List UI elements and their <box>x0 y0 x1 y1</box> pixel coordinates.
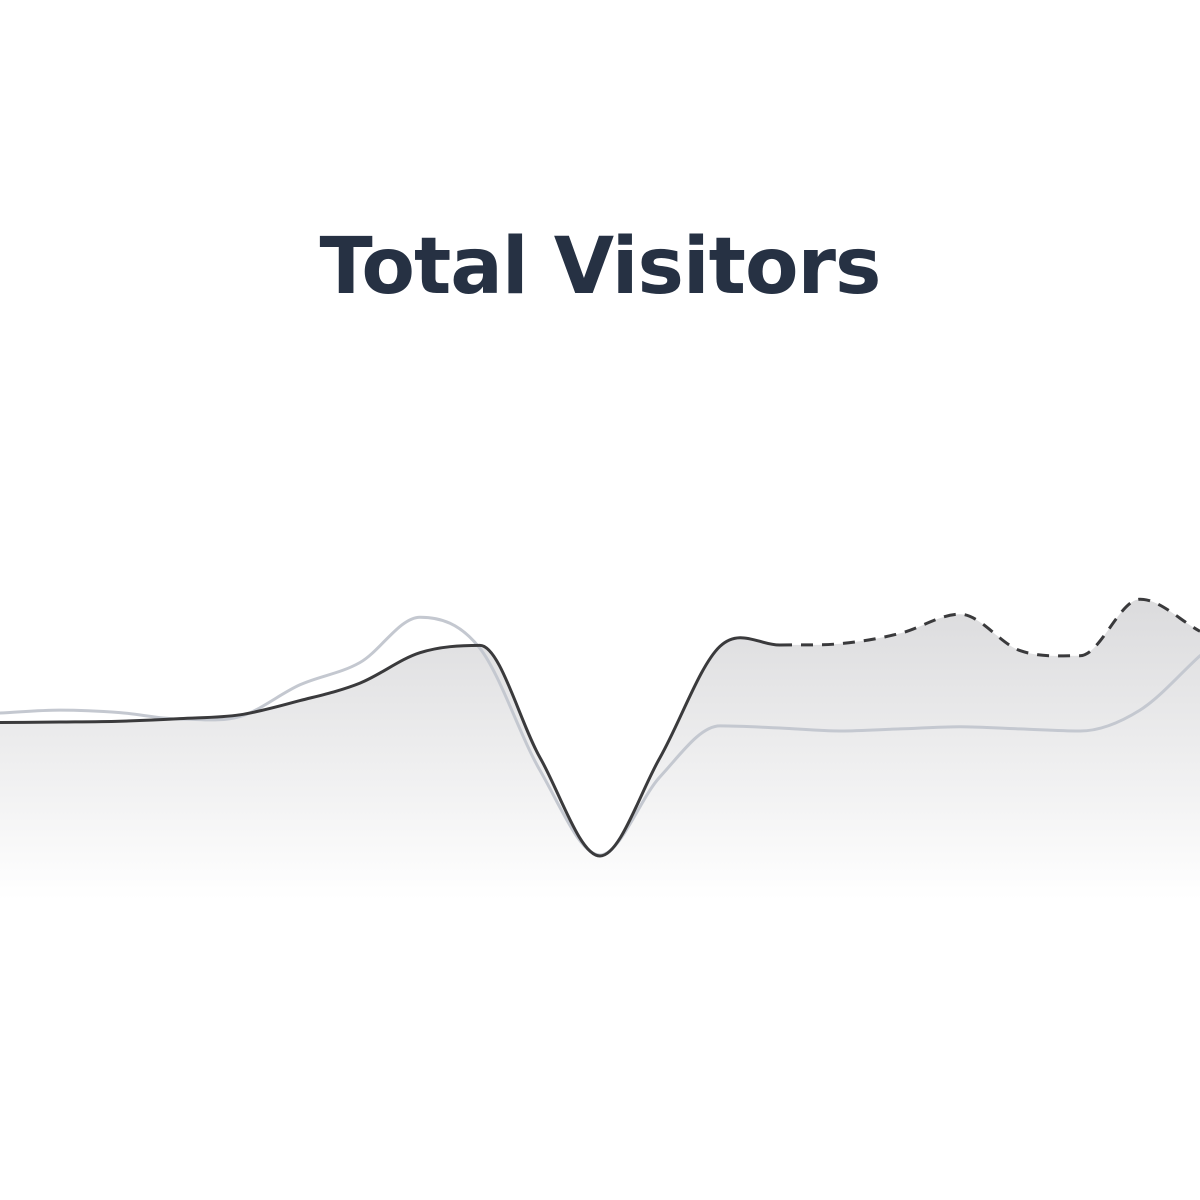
chart-title: Total Visitors <box>319 222 882 312</box>
primary-series-projection-line <box>779 597 1200 658</box>
primary-area-fill <box>0 599 1200 900</box>
primary-series-line <box>0 636 782 858</box>
